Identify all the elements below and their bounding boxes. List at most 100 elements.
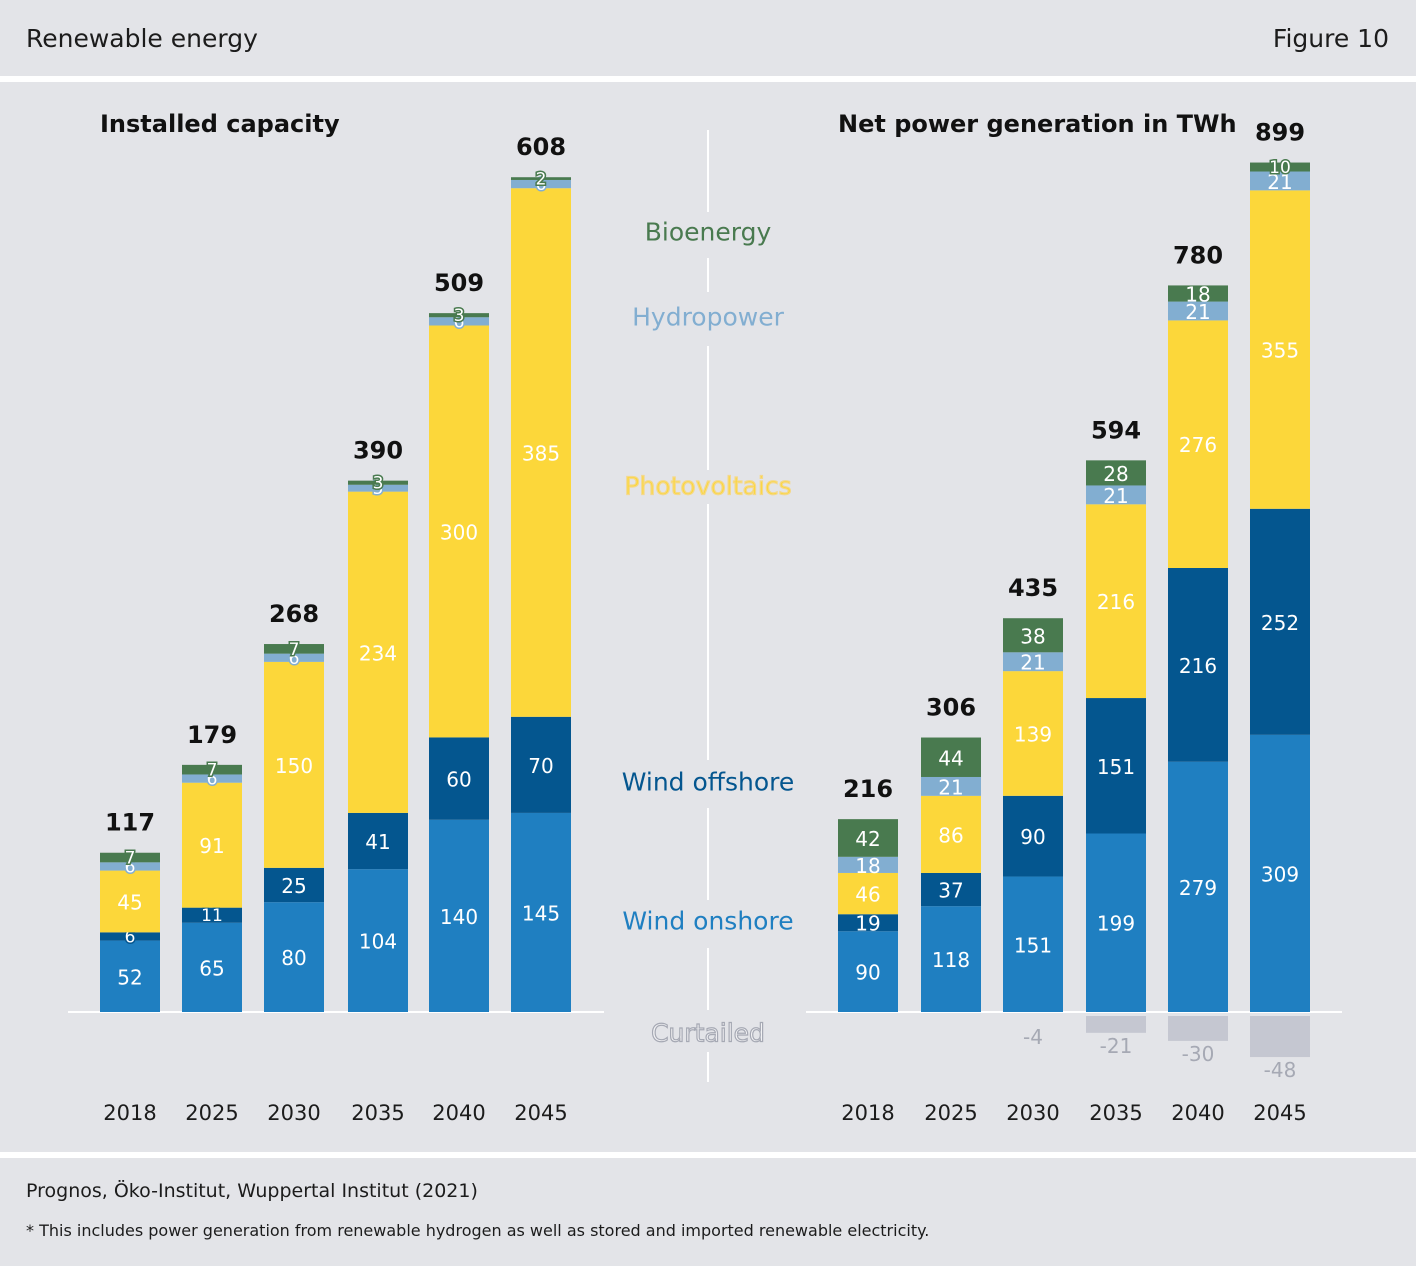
value-label-onshore-2030-p1: 151 — [1014, 933, 1052, 957]
value-label-offshore-2040-p0: 60 — [446, 768, 471, 792]
bar-offshore-2018-p1 — [838, 914, 898, 932]
total-label-2035-p0: 390 — [353, 437, 403, 465]
value-label-bio-2045-p1: 10 — [1269, 158, 1291, 178]
category-label-2040-p0: 2040 — [432, 1101, 485, 1125]
total-label-2040-p0: 509 — [434, 269, 484, 297]
footnote: * This includes power generation from re… — [26, 1221, 930, 1240]
value-label-bio-2040-p0: 3 — [454, 306, 465, 326]
bar-offshore-2045-p1 — [1250, 508, 1310, 735]
value-label-pv-2045-p1: 355 — [1261, 339, 1299, 363]
total-label-2030-p1: 435 — [1008, 574, 1058, 602]
bar-onshore-2040-p0 — [429, 819, 489, 1012]
value-label-offshore-2045-p0: 70 — [528, 754, 553, 778]
value-label-hydro-2018-p1: 18 — [855, 854, 880, 878]
category-label-2030-p1: 2030 — [1006, 1101, 1059, 1125]
legend-onshore: Wind onshore — [622, 907, 793, 936]
bar-offshore-2025-p0 — [182, 907, 242, 923]
value-label-bio-2025-p0: 7 — [207, 761, 218, 781]
value-label-curtailed-2045: -48 — [1264, 1058, 1297, 1082]
bar-onshore-2040-p1 — [1168, 761, 1228, 1012]
value-label-bio-2035-p0: 3 — [373, 474, 384, 494]
value-label-bio-2018-p0: 7 — [125, 849, 136, 869]
value-label-offshore-2030-p1: 90 — [1020, 825, 1045, 849]
value-label-offshore-2018-p1: 19 — [855, 912, 880, 936]
bar-onshore-2035-p0 — [348, 869, 408, 1012]
bar-hydro-2035-p1 — [1086, 485, 1146, 505]
value-label-pv-2018-p0: 45 — [117, 890, 142, 914]
footer-divider — [0, 1152, 1416, 1158]
category-label-2045-p0: 2045 — [514, 1101, 567, 1125]
bar-pv-2030-p1 — [1003, 671, 1063, 796]
category-label-2030-p0: 2030 — [267, 1101, 320, 1125]
value-label-onshore-2035-p0: 104 — [359, 930, 397, 954]
value-label-pv-2025-p1: 86 — [938, 823, 963, 847]
bar-hydro-2040-p1 — [1168, 301, 1228, 321]
value-label-onshore-2045-p0: 145 — [522, 901, 560, 925]
renewable-energy-chart: Installed capacity5264567117201865119167… — [68, 110, 1342, 1125]
bar-pv-2025-p0 — [182, 782, 242, 908]
bar-hydro-2030-p0 — [264, 653, 324, 662]
value-label-hydro-2045-p1: 21 — [1267, 170, 1292, 194]
bar-pv-2035-p1 — [1086, 504, 1146, 699]
value-label-pv-2035-p0: 234 — [359, 641, 397, 665]
value-label-offshore-2025-p1: 37 — [938, 879, 963, 903]
bar-curtailed-2035 — [1086, 1016, 1146, 1033]
value-label-pv-2030-p0: 150 — [275, 754, 313, 778]
legend-hydro: Hydropower — [632, 303, 784, 332]
bar-bio-2035-p0 — [348, 480, 408, 485]
bar-onshore-2045-p0 — [511, 812, 571, 1012]
bar-hydro-2045-p1 — [1250, 171, 1310, 191]
bar-offshore-2030-p1 — [1003, 795, 1063, 877]
bar-onshore-2035-p1 — [1086, 833, 1146, 1012]
page-title: Renewable energy — [26, 24, 258, 53]
bar-bio-2040-p1 — [1168, 285, 1228, 302]
category-label-2018-p0: 2018 — [103, 1101, 156, 1125]
value-label-bio-2025-p1: 44 — [938, 746, 963, 770]
bar-bio-2045-p0 — [511, 177, 571, 180]
value-label-onshore-2018-p0: 52 — [117, 965, 142, 989]
value-label-curtailed-2035: -21 — [1100, 1034, 1133, 1058]
value-label-bio-2030-p0: 7 — [289, 640, 300, 660]
bar-pv-2018-p0 — [100, 870, 160, 933]
bar-offshore-2040-p0 — [429, 737, 489, 820]
bar-onshore-2018-p0 — [100, 940, 160, 1012]
bar-curtailed-2045 — [1250, 1016, 1310, 1058]
bar-pv-2045-p0 — [511, 188, 571, 717]
category-label-2025-p0: 2025 — [185, 1101, 238, 1125]
bar-hydro-2025-p1 — [921, 776, 981, 796]
category-label-2018-p1: 2018 — [841, 1101, 894, 1125]
bar-bio-2025-p1 — [921, 737, 981, 777]
bar-onshore-2025-p1 — [921, 906, 981, 1012]
value-label-offshore-2035-p0: 41 — [365, 830, 390, 854]
value-label-pv-2040-p0: 300 — [440, 520, 478, 544]
total-label-2045-p0: 608 — [516, 133, 566, 161]
value-label-offshore-2025-p0: 11 — [201, 906, 223, 926]
legend-pv: Photovoltaics — [624, 472, 791, 501]
value-label-bio-2018-p1: 42 — [855, 827, 880, 851]
bar-bio-2025-p0 — [182, 764, 242, 775]
bar-bio-2018-p1 — [838, 819, 898, 857]
bar-pv-2035-p0 — [348, 491, 408, 813]
value-label-onshore-2025-p0: 65 — [199, 956, 224, 980]
bar-pv-2025-p1 — [921, 795, 981, 873]
value-label-offshore-2035-p1: 151 — [1097, 755, 1135, 779]
value-label-pv-2030-p1: 139 — [1014, 722, 1052, 746]
value-label-bio-2045-p0: 2 — [536, 170, 547, 190]
total-label-2030-p0: 268 — [269, 600, 319, 628]
bar-pv-2018-p1 — [838, 872, 898, 915]
bar-pv-2040-p0 — [429, 325, 489, 738]
value-label-curtailed-2030: -4 — [1023, 1025, 1043, 1049]
value-label-hydro-2035-p1: 21 — [1103, 484, 1128, 508]
bar-curtailed-2040 — [1168, 1016, 1228, 1041]
bar-offshore-2030-p0 — [264, 867, 324, 903]
total-label-2045-p1: 899 — [1255, 119, 1305, 147]
value-label-bio-2040-p1: 18 — [1185, 283, 1210, 307]
value-label-offshore-2045-p1: 252 — [1261, 611, 1299, 635]
value-label-hydro-2025-p1: 21 — [938, 775, 963, 799]
value-label-onshore-2040-p1: 279 — [1179, 876, 1217, 900]
chart-title-0: Installed capacity — [100, 110, 340, 138]
bar-bio-2030-p1 — [1003, 618, 1063, 653]
legend-bio: Bioenergy — [645, 218, 772, 247]
bar-pv-2045-p1 — [1250, 190, 1310, 509]
bar-offshore-2040-p1 — [1168, 567, 1228, 762]
